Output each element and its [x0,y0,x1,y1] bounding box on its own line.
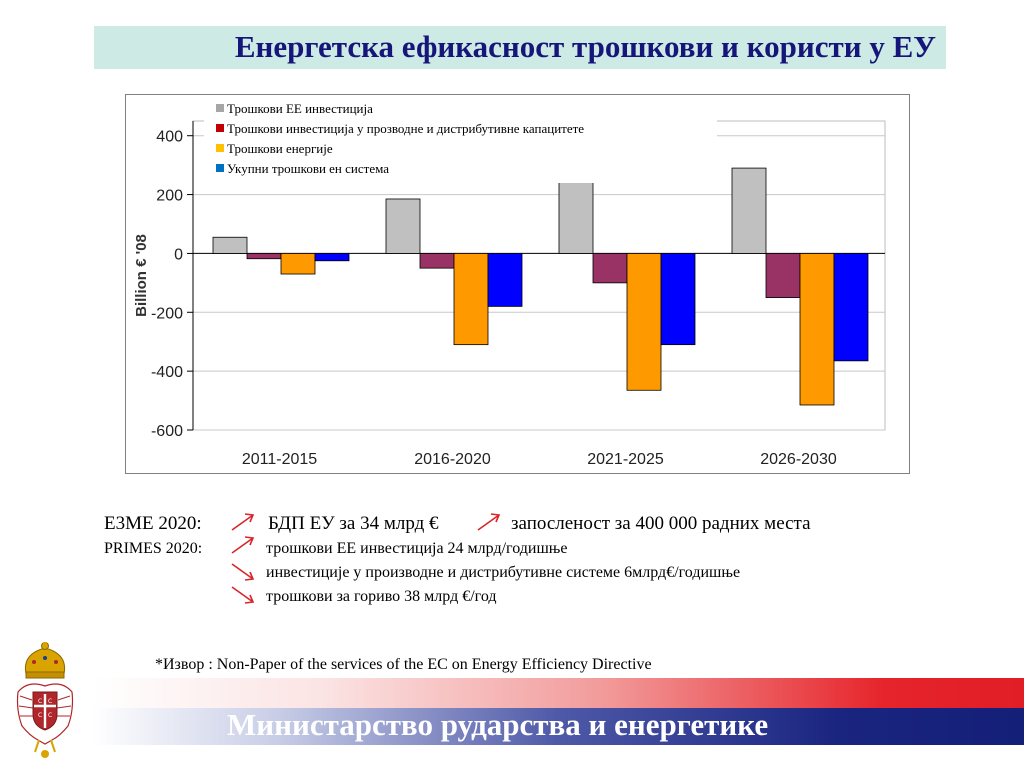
title-bar: Енергетска ефикасност трошкови и користи… [94,26,946,69]
y-axis-label: Billion € '08 [133,234,150,317]
y-tick-label: 200 [156,188,183,205]
footer-blue-band [92,708,1024,746]
e3me-label: Е3МЕ 2020: [104,513,202,534]
legend-label: Трошкови ЕЕ инвестиција [227,101,373,116]
page-title: Енергетска ефикасност трошкови и користи… [234,29,936,64]
legend-item: Трошкови ЕЕ инвестиција [216,101,373,117]
y-tick-label: -600 [151,423,183,440]
bar-4-2021-2025 [660,253,696,346]
bar-1-2026-2030 [731,167,767,254]
svg-text:С: С [48,698,52,705]
svg-text:С: С [48,712,52,719]
bar-4-2026-2030 [833,253,869,362]
legend-label: Трошкови енергије [227,141,333,156]
bar-3-2011-2015 [280,253,316,275]
legend-swatch [216,104,224,112]
x-tick-label: 2011-2015 [242,451,317,468]
arrow-up-right-icon [231,513,255,531]
fuel-cost-note: трошкови за гориво 38 млрд €/год [266,588,497,605]
arrow-down-right-icon [231,586,255,604]
legend-item: Трошкови енергије [216,141,333,157]
bar-3-2021-2025 [626,253,662,391]
primes-label: PRIMES 2020: [104,540,203,557]
footer-white-band [92,745,1024,768]
production-investment-note: инвестиције у производне и дистрибутивне… [266,564,741,581]
legend-swatch [216,124,224,132]
ministry-name: Министарство рударства и енергетике [227,707,769,742]
y-tick-label: -200 [151,305,183,322]
x-tick-label: 2026-2030 [760,451,837,468]
bar-1-2011-2015 [212,236,248,254]
legend-item: Укупни трошкови ен система [216,161,389,177]
arrow-up-right-icon [231,536,255,554]
gdp-note: БДП ЕУ за 34 млрд € [268,513,439,534]
bar-1-2016-2020 [385,198,421,254]
notes-block: Е3МЕ 2020: БДП ЕУ за 34 млрд € запослено… [104,513,811,605]
chart-legend: Трошкови ЕЕ инвестиција Трошкови инвестиц… [204,96,717,183]
svg-text:С: С [38,698,42,705]
y-tick-label: 0 [174,246,183,263]
legend-swatch [216,144,224,152]
source-note: *Извор : Non-Paper of the services of th… [155,656,652,673]
legend-item: Трошкови инвестиција у прозводне и дистр… [216,121,584,137]
y-tick-label: -400 [151,364,183,381]
y-tick-label: 400 [156,129,183,146]
jobs-note: запосленост за 400 000 радних места [511,513,811,534]
svg-text:С: С [38,712,42,719]
arrow-up-right-icon [477,513,501,531]
x-tick-label: 2021-2025 [587,451,664,468]
x-tick-label: 2016-2020 [414,451,491,468]
legend-label: Укупни трошкови ен система [227,161,389,176]
bar-3-2016-2020 [453,253,489,346]
bar-3-2026-2030 [799,253,835,406]
legend-swatch [216,164,224,172]
serbian-coat-of-arms-icon: С С С С [16,642,74,758]
bar-4-2016-2020 [487,253,523,307]
bar-1-2021-2025 [558,177,594,254]
arrow-down-right-icon [231,563,255,581]
bar-4-2011-2015 [314,253,350,262]
ee-investment-note: трошкови ЕЕ инвестиција 24 млрд/годишње [266,540,568,557]
legend-label: Трошкови инвестиција у прозводне и дистр… [227,121,585,136]
